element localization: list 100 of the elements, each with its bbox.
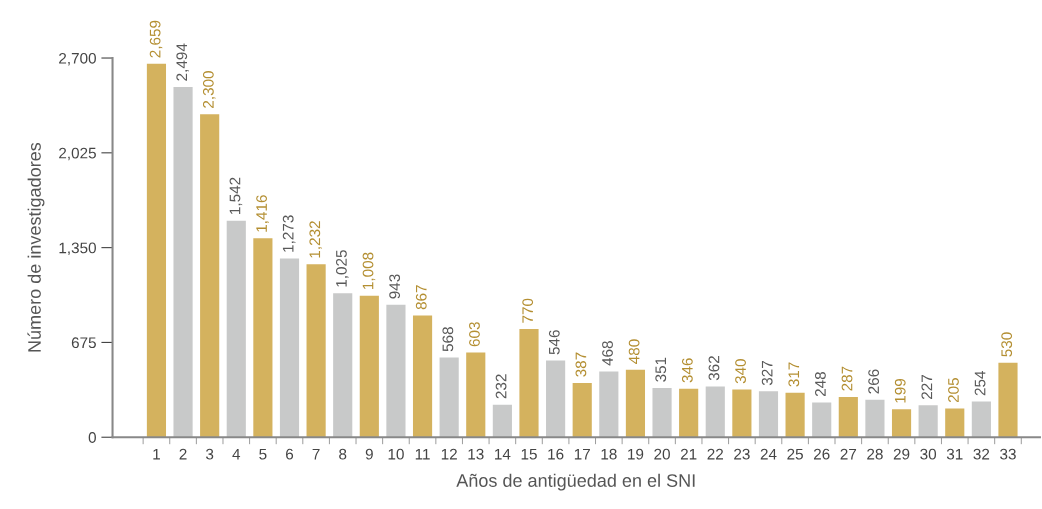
bar: [200, 114, 220, 438]
bar: [705, 386, 725, 438]
x-tick-label: 8: [339, 448, 347, 460]
data-label: 254: [974, 370, 986, 396]
bar: [625, 369, 646, 438]
bar: [333, 293, 353, 438]
bar: [173, 86, 193, 438]
x-tick-label: 17: [574, 448, 590, 460]
x-tick-label: 22: [707, 448, 723, 460]
data-label: 248: [814, 372, 826, 397]
data-label: 287: [841, 366, 853, 391]
x-tick-label: 9: [365, 448, 373, 460]
x-tick-label: 29: [893, 448, 910, 460]
data-label: 2,300: [202, 71, 216, 108]
data-label: 362: [708, 356, 720, 381]
bar: [891, 409, 912, 438]
bar: [732, 389, 752, 438]
data-label: 1,008: [362, 252, 376, 289]
bar: [306, 264, 326, 438]
data-label: 770: [522, 298, 534, 323]
x-tick-label: 32: [973, 448, 990, 460]
bar: [945, 408, 965, 438]
data-label: 1,416: [256, 195, 269, 232]
data-label: 1,025: [336, 250, 349, 287]
data-label: 232: [495, 374, 507, 399]
data-label: 603: [469, 322, 480, 347]
bar: [412, 315, 433, 438]
x-tick-label: 26: [813, 448, 830, 460]
data-label: 1,232: [309, 221, 323, 258]
x-tick-label: 23: [734, 448, 750, 460]
bar: [918, 405, 938, 438]
data-label: 943: [389, 274, 401, 299]
bar: [998, 362, 1018, 438]
bar: [546, 360, 566, 438]
x-tick-label: 20: [654, 448, 670, 460]
x-tick-label: 2: [179, 448, 187, 460]
bar: [492, 404, 512, 438]
data-label: 867: [415, 285, 427, 310]
bar: [386, 304, 406, 438]
data-label: 351: [655, 357, 667, 382]
data-label: 205: [948, 378, 959, 403]
bar: [226, 220, 246, 438]
bar: [971, 401, 991, 438]
x-tick-label: 11: [415, 448, 430, 460]
bar: [812, 402, 832, 438]
x-tick-label: 12: [441, 448, 457, 460]
x-tick-label: 30: [920, 448, 937, 460]
data-label: 227: [921, 375, 933, 400]
x-tick-label: 3: [206, 448, 214, 460]
x-tick-label: 1: [153, 448, 160, 460]
data-label: 317: [788, 362, 800, 387]
x-tick-label: 33: [1000, 448, 1016, 460]
x-tick-label: 31: [946, 448, 963, 460]
y-tick-label: 2,700: [59, 52, 96, 66]
bar: [439, 357, 459, 438]
data-label: 346: [681, 358, 693, 383]
data-label: 568: [442, 327, 454, 352]
x-tick-label: 28: [867, 448, 883, 460]
data-label: 387: [575, 352, 587, 377]
data-label: 266: [868, 369, 880, 394]
bar: [679, 388, 699, 438]
bar: [253, 238, 273, 438]
x-tick-label: 14: [495, 448, 511, 460]
bar: [785, 392, 805, 438]
x-tick-label: 19: [628, 448, 644, 460]
x-tick-label: 4: [232, 448, 241, 460]
data-label: 340: [735, 359, 746, 384]
y-tick-label: 0: [88, 432, 96, 443]
x-axis-title: Años de antigüedad en el SNI: [456, 473, 695, 491]
y-tick-label: 675: [71, 337, 96, 349]
x-tick-label: 7: [312, 448, 320, 460]
data-label: 1,542: [229, 177, 243, 214]
y-tick-label: 2,025: [59, 147, 96, 161]
x-tick-label: 16: [548, 448, 564, 460]
y-axis-title: Número de investigadores: [27, 142, 45, 352]
bar: [599, 371, 619, 438]
bar: [279, 258, 300, 438]
x-tick-label: 5: [259, 448, 267, 460]
bar: [466, 352, 486, 438]
bar: [758, 391, 779, 438]
data-label: 199: [894, 378, 906, 403]
bar: [838, 396, 858, 438]
data-label: 327: [761, 361, 773, 386]
x-tick-label: 15: [521, 448, 537, 460]
data-label: 468: [602, 341, 613, 366]
x-tick-label: 10: [388, 448, 404, 460]
x-tick-label: 21: [680, 448, 697, 460]
data-label: 2,659: [149, 20, 163, 58]
x-tick-label: 6: [286, 448, 294, 460]
bar: [865, 399, 885, 438]
bar: [572, 382, 592, 438]
bar: [652, 387, 672, 438]
x-tick-label: 24: [760, 448, 777, 460]
x-tick-label: 18: [601, 448, 617, 460]
bar: [359, 295, 379, 438]
x-tick-label: 25: [787, 448, 803, 460]
bar: [519, 329, 539, 438]
y-tick-label: 1,350: [59, 242, 96, 256]
x-tick-label: 13: [468, 448, 484, 460]
data-label: 546: [548, 330, 560, 355]
